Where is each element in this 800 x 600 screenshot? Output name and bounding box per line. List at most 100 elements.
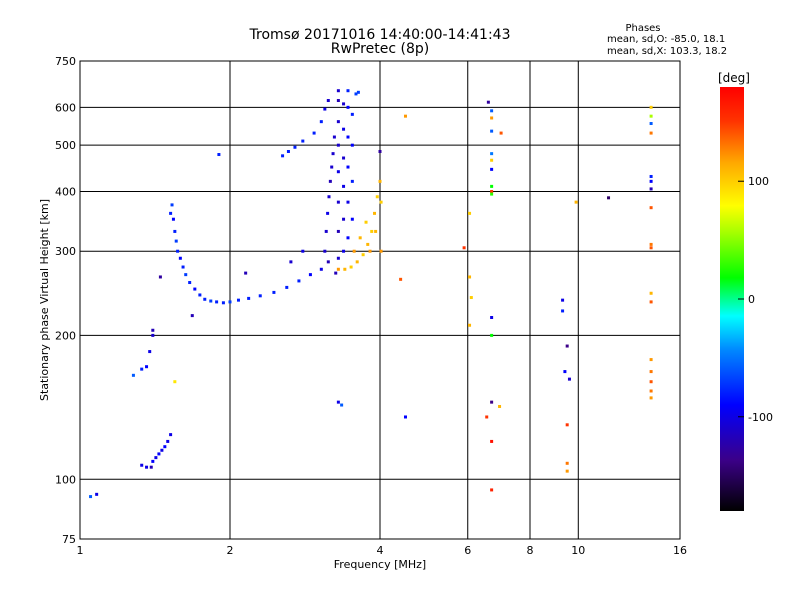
- data-point: [308, 273, 312, 277]
- data-point: [342, 184, 346, 188]
- data-point: [499, 131, 503, 135]
- data-point: [468, 323, 472, 327]
- data-point: [490, 315, 494, 319]
- data-point: [352, 249, 356, 253]
- data-point: [170, 203, 174, 207]
- data-point: [346, 89, 350, 93]
- data-point: [184, 273, 188, 277]
- data-point: [649, 131, 653, 135]
- data-point: [149, 465, 153, 469]
- stats-line-o: mean, sd,O: -85.0, 18.1: [607, 34, 725, 45]
- data-point: [217, 153, 221, 157]
- data-point: [574, 200, 578, 204]
- data-points: [89, 89, 653, 499]
- data-point: [336, 99, 340, 103]
- x-tick-label: 2: [227, 544, 234, 557]
- plot-area: 1 2 4 6 8 10 16 75 100 200 300 400 500 600 750: [55, 55, 687, 557]
- y-tick-label: 600: [55, 101, 76, 114]
- data-point: [374, 229, 378, 233]
- data-point: [148, 350, 152, 354]
- data-point: [151, 333, 155, 337]
- data-point: [326, 260, 330, 264]
- data-point: [160, 448, 164, 452]
- data-point: [403, 114, 407, 118]
- data-point: [330, 165, 334, 169]
- data-point: [649, 114, 653, 118]
- stats-line-x: mean, sd,X: 103.3, 18.2: [607, 46, 727, 57]
- data-point: [286, 149, 290, 153]
- data-point: [342, 127, 346, 131]
- y-tick-label: 200: [55, 329, 76, 342]
- data-point: [649, 300, 653, 304]
- colorbar-tick-label: -100: [748, 411, 773, 424]
- data-point: [349, 265, 353, 269]
- data-point: [326, 99, 330, 103]
- data-point: [375, 195, 379, 199]
- data-point: [565, 423, 569, 427]
- data-point: [331, 152, 335, 156]
- data-point: [140, 367, 144, 371]
- data-point: [649, 179, 653, 183]
- data-point: [342, 102, 346, 106]
- data-point: [342, 156, 346, 160]
- y-tick-label: 100: [55, 473, 76, 486]
- colorbar-tick-label: 100: [748, 175, 769, 188]
- data-point: [301, 249, 305, 253]
- data-point: [649, 242, 653, 246]
- data-point: [379, 249, 383, 253]
- x-axis-ticks: 1 2 4 6 8 10 16: [77, 544, 688, 557]
- data-point: [324, 229, 328, 233]
- data-point: [151, 328, 155, 332]
- data-point: [346, 135, 350, 139]
- data-point: [358, 236, 362, 240]
- data-point: [354, 92, 358, 96]
- data-point: [561, 298, 565, 302]
- data-point: [293, 145, 297, 149]
- y-tick-label: 75: [62, 533, 76, 546]
- data-point: [649, 370, 653, 374]
- data-point: [649, 389, 653, 393]
- data-point: [342, 249, 346, 253]
- data-point: [336, 267, 340, 271]
- data-point: [336, 229, 340, 233]
- data-point: [301, 139, 305, 143]
- data-point: [95, 492, 99, 496]
- data-point: [151, 459, 155, 463]
- y-tick-label: 500: [55, 139, 76, 152]
- data-point: [462, 246, 466, 250]
- data-point: [158, 275, 162, 279]
- data-point: [181, 265, 185, 269]
- data-point: [319, 267, 323, 271]
- data-point: [498, 404, 502, 408]
- data-point: [166, 439, 170, 443]
- data-point: [490, 333, 494, 337]
- data-point: [334, 271, 338, 275]
- data-point: [190, 314, 194, 318]
- data-point: [649, 396, 653, 400]
- data-point: [297, 279, 301, 283]
- y-axis-ticks: 75 100 200 300 400 500 600 750: [55, 55, 76, 546]
- chart-subtitle: RwPretec (8p): [331, 41, 429, 57]
- data-point: [649, 174, 653, 178]
- stats-header: Phases: [625, 23, 660, 34]
- data-point: [319, 120, 323, 124]
- data-point: [649, 105, 653, 109]
- colorbar-ticks: 100 0 -100: [738, 175, 773, 424]
- data-point: [490, 167, 494, 171]
- data-point: [131, 373, 135, 377]
- y-axis-label: Stationary phase Virtual Height [km]: [38, 199, 51, 401]
- x-tick-label: 8: [527, 544, 534, 557]
- data-point: [490, 116, 494, 120]
- data-point: [490, 439, 494, 443]
- data-point: [209, 299, 213, 303]
- data-point: [221, 301, 225, 305]
- data-point: [169, 211, 173, 215]
- data-point: [490, 129, 494, 133]
- data-point: [323, 107, 327, 111]
- data-point: [350, 112, 354, 116]
- data-point: [649, 246, 653, 250]
- data-point: [89, 495, 93, 499]
- data-point: [323, 249, 327, 253]
- data-point: [490, 400, 494, 404]
- data-point: [336, 143, 340, 147]
